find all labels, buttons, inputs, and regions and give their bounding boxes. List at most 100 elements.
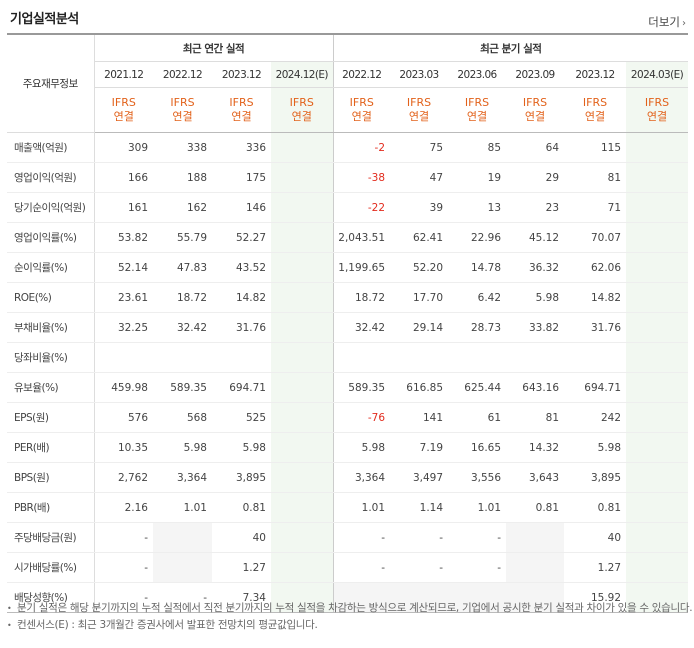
table-cell: 14.32	[506, 432, 565, 463]
table-cell: -22	[333, 192, 391, 223]
table-cell	[271, 162, 334, 193]
table-cell: 40	[212, 522, 271, 553]
table-cell: 14.78	[448, 252, 507, 283]
consolidation-label: 연결	[291, 110, 312, 123]
table-cell	[626, 252, 689, 283]
column-period: 2023.09	[506, 61, 565, 88]
table-cell	[153, 552, 212, 583]
consolidation-label: 연결	[408, 110, 430, 123]
table-cell: 161	[94, 192, 153, 223]
table-cell	[626, 222, 689, 253]
table-cell	[626, 162, 689, 193]
table-cell: 15.92	[564, 582, 627, 613]
table-cell: 33.82	[506, 312, 565, 343]
table-row: 당기순이익(억원) 161 162 146 -22 39 13 23 71	[7, 192, 689, 223]
table-cell	[506, 342, 565, 373]
table-row: 영업이익(억원) 166 188 175 -38 47 19 29 81	[7, 162, 689, 193]
table-cell: -	[94, 552, 153, 583]
column-standard: IFRS 연결	[212, 87, 271, 133]
column-standard: IFRS 연결	[626, 87, 689, 133]
table-cell	[626, 492, 689, 523]
table-cell	[626, 132, 689, 163]
table-row: 배당성향(%) - -7.34 15.92	[7, 582, 689, 613]
row-label: 매출액(억원)	[7, 132, 95, 163]
column-period: 2022.12	[153, 61, 212, 88]
table-cell	[626, 282, 689, 313]
consolidation-label: 연결	[231, 110, 252, 123]
table-cell: 336	[212, 132, 271, 163]
table-cell: 47	[390, 162, 449, 193]
table-cell: 7.19	[390, 432, 449, 463]
table-cell	[626, 462, 689, 493]
table-cell: 61	[448, 402, 507, 433]
table-cell	[94, 342, 153, 373]
footnote-text: 컨센서스(E) : 최근 3개월간 증권사에서 발표한 전망치의 평균값입니다.	[17, 619, 318, 631]
standard-label: IFRS	[464, 96, 490, 109]
column-period: 2023.06	[448, 61, 507, 88]
table-cell: 14.82	[564, 282, 627, 313]
table-cell: 338	[153, 132, 212, 163]
row-label: 순이익률(%)	[7, 252, 95, 283]
footnote-item: • 분기 실적은 해당 분기까지의 누적 실적에서 직전 분기까지의 누적 실적을…	[7, 602, 693, 614]
table-cell: -	[153, 582, 212, 613]
table-cell: 1.27	[212, 552, 271, 583]
table-row: 주당배당금(원) -40- - -40	[7, 522, 689, 553]
table-row: ROE(%) 23.61 18.72 14.82 18.72 17.70 6.42 5.98 1…	[7, 282, 689, 313]
standard-label: IFRS	[349, 96, 374, 109]
row-label: 당기순이익(억원)	[7, 192, 95, 223]
table-cell: 18.72	[333, 282, 391, 313]
table-cell: 29.14	[390, 312, 449, 343]
table-cell: 5.98	[333, 432, 391, 463]
table-cell: 625.44	[448, 372, 507, 403]
table-cell	[271, 432, 334, 463]
table-row: 시가배당률(%) -1.27- - -1.27	[7, 552, 689, 583]
row-label: 주당배당금(원)	[7, 522, 95, 553]
table-row: BPS(원) 2,762 3,364 3,895 3,364 3,497 3,556 3,64…	[7, 462, 689, 493]
table-cell: 3,895	[212, 462, 271, 493]
table-row: 순이익률(%) 52.14 47.83 43.52 1,199.65 52.20 14.78…	[7, 252, 689, 283]
table-cell: 188	[153, 162, 212, 193]
table-cell: -	[448, 552, 507, 583]
table-cell: 23.61	[94, 282, 153, 313]
column-period: 2022.12	[333, 61, 391, 88]
more-link-label: 더보기	[648, 15, 680, 29]
table-cell	[506, 582, 565, 613]
table-cell	[271, 522, 334, 553]
table-cell	[448, 342, 507, 373]
table-cell: 175	[212, 162, 271, 193]
table-cell: 0.81	[564, 492, 627, 523]
table-cell: 3,364	[153, 462, 212, 493]
row-header: 주요재무정보	[7, 33, 95, 133]
table-cell	[506, 522, 565, 553]
table-cell: 525	[212, 402, 271, 433]
row-label: PER(배)	[7, 432, 95, 463]
row-label: 당좌비율(%)	[7, 342, 95, 373]
table-cell: 52.27	[212, 222, 271, 253]
table-cell	[390, 342, 449, 373]
row-label: 배당성향(%)	[7, 582, 95, 613]
consolidation-label: 연결	[646, 110, 668, 123]
table-cell	[626, 342, 689, 373]
table-cell: 616.85	[390, 372, 449, 403]
column-standard: IFRS 연결	[448, 87, 507, 133]
column-standard: IFRS 연결	[271, 87, 334, 133]
column-period: 2021.12	[94, 61, 153, 88]
table-cell	[626, 192, 689, 223]
footnote-item: • 컨센서스(E) : 최근 3개월간 증권사에서 발표한 전망치의 평균값입니다…	[7, 619, 318, 631]
table-cell: 39	[390, 192, 449, 223]
table-cell: 18.72	[153, 282, 212, 313]
more-link[interactable]: 더보기 ›	[648, 14, 686, 30]
table-cell	[271, 372, 334, 403]
table-cell: -	[448, 522, 507, 553]
table-cell	[271, 252, 334, 283]
table-cell: -	[390, 552, 449, 583]
table-cell: 62.41	[390, 222, 449, 253]
table-cell	[626, 372, 689, 403]
table-cell: 43.52	[212, 252, 271, 283]
table-row: 유보율(%) 459.98 589.35 694.71 589.35 616.85 625.…	[7, 372, 689, 403]
table-cell: 22.96	[448, 222, 507, 253]
standard-label: IFRS	[582, 96, 608, 109]
table-cell	[271, 552, 334, 583]
table-cell: 31.76	[564, 312, 627, 343]
table-cell: 643.16	[506, 372, 565, 403]
